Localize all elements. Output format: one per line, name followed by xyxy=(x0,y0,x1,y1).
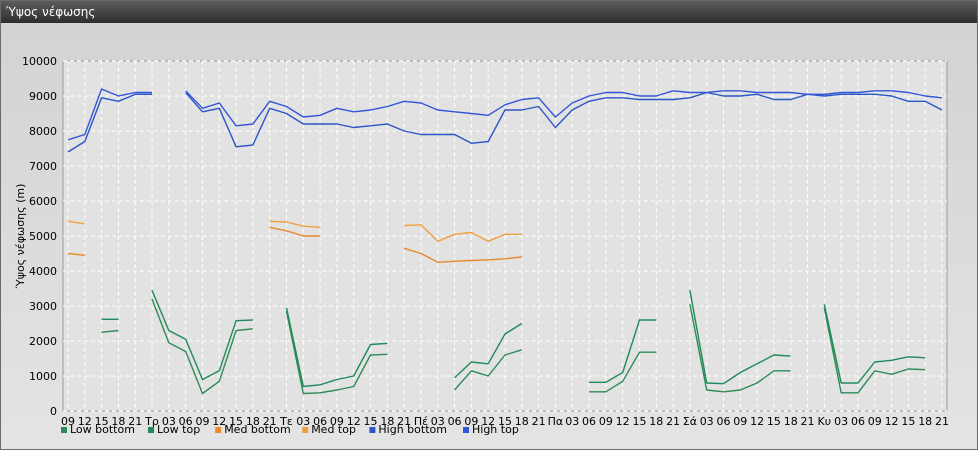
x-tick-label: 15 xyxy=(901,415,915,428)
x-tick-label: 12 xyxy=(347,415,361,428)
legend-label: High top xyxy=(472,423,519,436)
y-tick-label: 0 xyxy=(50,405,57,418)
x-tick-label: 09 xyxy=(733,415,747,428)
x-tick-label: 06 xyxy=(448,415,462,428)
x-tick-label: 03 xyxy=(162,415,176,428)
x-tick-label: 09 xyxy=(330,415,344,428)
series-line-high-bottom xyxy=(67,91,943,153)
x-tick-label: 18 xyxy=(111,415,125,428)
series-line-med-bottom xyxy=(67,226,522,263)
x-tick-label: 18 xyxy=(246,415,260,428)
x-tick-label: 18 xyxy=(515,415,529,428)
legend-swatch xyxy=(148,427,154,433)
x-tick-label: Τε xyxy=(279,415,293,428)
y-tick-label: 9000 xyxy=(29,90,57,103)
x-tick-label: 12 xyxy=(481,415,495,428)
x-tick-label: 06 xyxy=(582,415,596,428)
x-tick-label: 18 xyxy=(918,415,932,428)
window-title: Ύψος νέφωσης xyxy=(1,1,977,23)
x-tick-label: 03 xyxy=(296,415,310,428)
legend-swatch xyxy=(215,427,222,433)
x-tick-label: 15 xyxy=(95,415,109,428)
x-tick-label: 06 xyxy=(717,415,731,428)
y-tick-label: 4000 xyxy=(29,265,57,278)
series-line-low-bottom xyxy=(101,298,926,395)
x-tick-label: 15 xyxy=(767,415,781,428)
series-line-low-top xyxy=(101,290,926,388)
x-tick-label: 06 xyxy=(851,415,865,428)
x-tick-label: 21 xyxy=(801,415,815,428)
x-tick-label: 18 xyxy=(649,415,663,428)
y-tick-label: 8000 xyxy=(29,125,57,138)
x-tick-label: 06 xyxy=(313,415,327,428)
x-tick-label: 15 xyxy=(229,415,243,428)
legend-label: Med top xyxy=(311,423,356,436)
x-tick-label: 21 xyxy=(532,415,546,428)
x-tick-label: 12 xyxy=(212,415,226,428)
x-tick-label: 09 xyxy=(464,415,478,428)
x-tick-label: 12 xyxy=(750,415,764,428)
x-tick-label: 09 xyxy=(195,415,209,428)
x-tick-label: 21 xyxy=(263,415,277,428)
x-tick-label: 18 xyxy=(380,415,394,428)
x-tick-label: 03 xyxy=(565,415,579,428)
legend-label: High bottom xyxy=(378,423,447,436)
y-tick-label: 2000 xyxy=(29,335,57,348)
x-tick-label: Σά xyxy=(683,415,697,428)
x-tick-label: 18 xyxy=(784,415,798,428)
x-tick-label: 09 xyxy=(599,415,613,428)
y-tick-label: 6000 xyxy=(29,195,57,208)
x-tick-label: 09 xyxy=(61,415,75,428)
y-tick-label: 5000 xyxy=(29,230,57,243)
x-tick-label: 09 xyxy=(868,415,882,428)
cloud-height-chart: 0 1000 2000 3000 4000 5000 6000 7000 8000 9000 100… xyxy=(14,55,949,436)
legend-swatch xyxy=(463,427,469,433)
x-tick-label: 15 xyxy=(632,415,646,428)
x-tick-label: Τρ xyxy=(144,415,159,428)
series-line-high-top xyxy=(67,88,943,141)
x-tick-label: 12 xyxy=(78,415,92,428)
y-tick-label: 7000 xyxy=(29,160,57,173)
legend-swatch xyxy=(369,427,376,433)
x-tick-label: 12 xyxy=(616,415,630,428)
x-tick-label: 21 xyxy=(128,415,142,428)
x-tick-label: 15 xyxy=(364,415,378,428)
y-tick-label: 1000 xyxy=(29,370,57,383)
x-tick-label: 03 xyxy=(431,415,445,428)
legend-label: Med bottom xyxy=(224,423,291,436)
x-tick-label: 15 xyxy=(498,415,512,428)
x-tick-label: 03 xyxy=(834,415,848,428)
x-tick-label: Κυ xyxy=(818,415,832,428)
x-tick-label: 21 xyxy=(666,415,680,428)
legend-label: Low bottom xyxy=(70,423,135,436)
chart-area: 0 1000 2000 3000 4000 5000 6000 7000 8000 9000 100… xyxy=(1,23,977,449)
legend-label: Low top xyxy=(157,423,200,436)
x-tick-label: Πα xyxy=(548,415,564,428)
x-tick-label: 06 xyxy=(179,415,193,428)
y-tick-label: 3000 xyxy=(29,300,57,313)
y-axis-label: Ύψος νέφωσης (m) xyxy=(14,184,27,290)
legend-swatch xyxy=(61,427,67,433)
legend-swatch xyxy=(302,427,309,433)
y-tick-label: 10000 xyxy=(22,55,57,68)
x-tick-label: 21 xyxy=(397,415,411,428)
x-tick-label: Πέ xyxy=(414,415,428,428)
x-tick-label: 21 xyxy=(935,415,949,428)
x-tick-label: 12 xyxy=(885,415,899,428)
x-tick-label: 03 xyxy=(700,415,714,428)
series-line-med-top xyxy=(67,220,522,242)
